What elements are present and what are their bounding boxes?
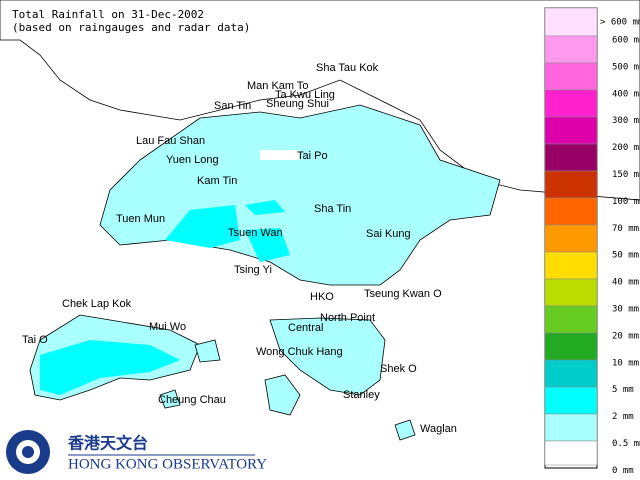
place-label: Wong Chuk Hang	[256, 346, 343, 358]
rainfall-5mm	[165, 205, 240, 248]
legend-label: > 600 mm	[600, 18, 640, 28]
legend-swatch	[544, 143, 598, 172]
legend-label: 300 mm	[612, 116, 640, 126]
legend-swatch	[544, 278, 598, 307]
legend-swatch	[544, 197, 598, 226]
legend-swatch	[544, 359, 598, 388]
logo-chinese: 香港天文台	[67, 434, 148, 453]
legend-swatch	[544, 35, 598, 64]
place-label: Tai Po	[297, 150, 328, 162]
legend-label: 5 mm	[612, 385, 634, 395]
place-label: Sha Tau Kok	[316, 62, 379, 74]
legend-label: 40 mm	[612, 278, 639, 288]
place-label: San Tin	[214, 100, 251, 112]
place-label: Tseung Kwan O	[364, 288, 442, 300]
legend-label: 50 mm	[612, 251, 639, 261]
place-label: Central	[288, 322, 323, 334]
place-label: Man Kam To	[247, 80, 309, 92]
legend-swatch	[544, 62, 598, 91]
legend-label: 200 mm	[612, 143, 640, 153]
legend-label: 0 mm	[612, 466, 634, 476]
place-label: Tsuen Wan	[228, 227, 283, 239]
map-title: Total Rainfall on 31-Dec-2002	[12, 8, 204, 21]
logo-english: HONG KONG OBSERVATORY	[68, 456, 267, 472]
legend-label: 20 mm	[612, 331, 639, 341]
place-label: Sheung Shui	[266, 98, 329, 110]
legend-swatch	[544, 413, 598, 442]
place-label: Cheung Chau	[158, 394, 226, 406]
place-label: Lau Fau Shan	[136, 135, 205, 147]
place-label: Tuen Mun	[116, 213, 165, 225]
legend-swatch	[544, 224, 598, 253]
place-label: Stanley	[343, 389, 380, 401]
legend-swatch	[544, 251, 598, 280]
place-label: Kam Tin	[197, 175, 237, 187]
map-subtitle: (based on raingauges and radar data)	[12, 21, 250, 34]
legend-label: 30 mm	[612, 305, 639, 315]
legend-swatch	[544, 305, 598, 334]
legend-swatch	[544, 89, 598, 118]
place-label: Sha Tin	[314, 203, 351, 215]
place-label: Waglan	[420, 423, 457, 435]
legend-swatch	[544, 116, 598, 145]
legend-swatch	[544, 7, 598, 37]
place-label: Mui Wo	[149, 321, 186, 333]
legend-swatch	[544, 332, 598, 361]
legend-label: 70 mm	[612, 224, 639, 234]
legend: > 600 mm 600 mm 500 mm 400 mm 300 mm 200 mm 15…	[544, 7, 640, 476]
legend-label: 10 mm	[612, 358, 639, 368]
place-label: Chek Lap Kok	[62, 298, 132, 310]
place-label: HKO	[310, 291, 334, 303]
legend-label: 600 mm	[612, 36, 640, 46]
place-label: Tai O	[22, 334, 48, 346]
place-label: North Point	[320, 312, 375, 324]
logo: 香港天文台 HONG KONG OBSERVATORY	[6, 430, 267, 474]
legend-swatch	[544, 386, 598, 415]
legend-label: 400 mm	[612, 89, 640, 99]
land	[0, 0, 640, 441]
place-label: Ta Kwu Ling	[275, 89, 335, 101]
legend-label: 0.5 mm	[612, 439, 640, 449]
legend-swatch	[544, 170, 598, 199]
legend-label: 500 mm	[612, 62, 640, 72]
place-label: Yuen Long	[166, 154, 219, 166]
legend-label: 2 mm	[612, 412, 634, 422]
legend-label: 100 mm	[612, 197, 640, 207]
legend-swatch	[544, 440, 598, 466]
place-label: Sai Kung	[366, 228, 411, 240]
legend-label: 150 mm	[612, 170, 640, 180]
place-label: Tsing Yi	[234, 264, 272, 276]
place-label: Shek O	[380, 363, 417, 375]
